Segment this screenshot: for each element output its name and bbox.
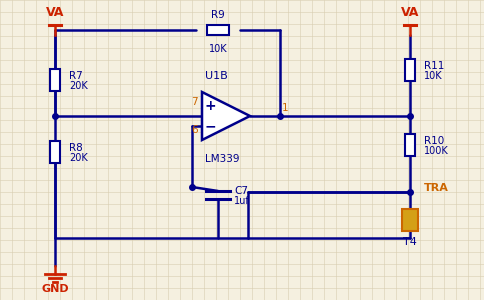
Text: −: −	[204, 119, 216, 133]
Text: 1uf: 1uf	[234, 196, 250, 206]
Text: 100K: 100K	[424, 146, 449, 156]
Text: C7: C7	[234, 186, 248, 196]
Text: T4: T4	[403, 237, 417, 247]
Text: 1: 1	[282, 103, 288, 113]
Text: R10: R10	[424, 136, 444, 146]
Bar	[207, 25, 229, 35]
Text: R9: R9	[211, 10, 225, 20]
Text: 6: 6	[191, 125, 198, 135]
Bar	[405, 134, 415, 156]
Text: 20K: 20K	[69, 81, 88, 91]
Text: 10K: 10K	[424, 71, 443, 81]
Bar	[405, 59, 415, 81]
Text: 20K: 20K	[69, 153, 88, 163]
Bar	[402, 209, 418, 231]
Text: R11: R11	[424, 61, 444, 71]
Text: R8: R8	[69, 143, 83, 153]
Bar	[50, 69, 60, 91]
Text: R7: R7	[69, 71, 83, 81]
Text: GND: GND	[41, 284, 69, 294]
Text: LM339: LM339	[205, 154, 239, 164]
Text: VA: VA	[46, 6, 64, 19]
Polygon shape	[202, 92, 250, 140]
Text: TRA: TRA	[424, 183, 449, 193]
Text: +: +	[204, 99, 216, 113]
Text: 10K: 10K	[209, 44, 227, 54]
Text: 7: 7	[191, 97, 198, 107]
Text: U1B: U1B	[205, 71, 227, 81]
Bar	[50, 141, 60, 163]
Text: VA: VA	[401, 6, 419, 19]
